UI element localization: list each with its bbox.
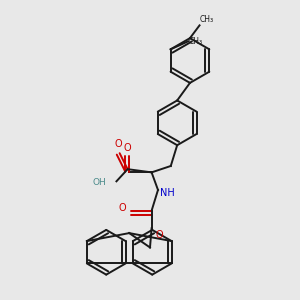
Text: O: O [124, 142, 131, 153]
Text: CH₃: CH₃ [188, 37, 202, 46]
Text: OH: OH [92, 178, 106, 188]
Text: O: O [118, 202, 126, 212]
Text: NH: NH [160, 188, 174, 197]
Text: O: O [155, 230, 163, 240]
Text: CH₃: CH₃ [200, 15, 214, 24]
Text: O: O [114, 140, 122, 149]
